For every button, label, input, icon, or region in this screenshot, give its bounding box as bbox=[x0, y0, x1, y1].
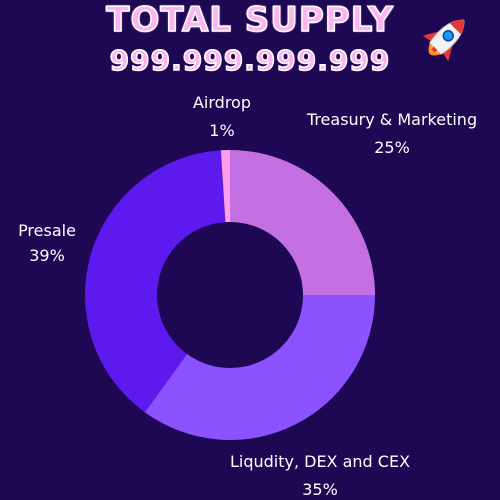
label-airdrop-value: 1% bbox=[209, 121, 234, 140]
slice-liquidity bbox=[144, 295, 375, 440]
slice-airdrop bbox=[220, 150, 230, 223]
total-supply-value: 999.999.999.999 bbox=[109, 43, 391, 78]
slice-treasury bbox=[230, 150, 375, 295]
slice-presale bbox=[84, 150, 226, 413]
label-presale-value: 39% bbox=[29, 246, 65, 265]
label-treasury-category: Treasury & Marketing bbox=[306, 110, 477, 129]
label-liquidity-category: Liqudity, DEX and CEX bbox=[230, 452, 410, 471]
label-airdrop-category: Airdrop bbox=[193, 93, 251, 112]
label-treasury-value: 25% bbox=[374, 138, 410, 157]
rocket-icon bbox=[422, 19, 465, 62]
label-liquidity-value: 35% bbox=[302, 480, 338, 499]
chart-title: TOTAL SUPPLY bbox=[106, 0, 394, 41]
label-presale-category: Presale bbox=[18, 221, 76, 240]
